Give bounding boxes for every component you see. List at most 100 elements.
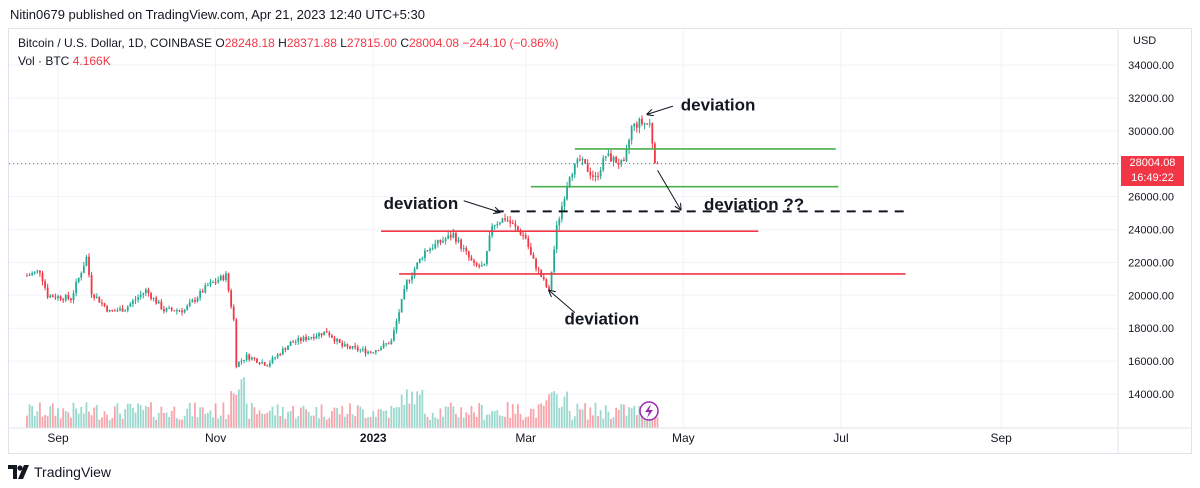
- symbol-info-bar[interactable]: Bitcoin / U.S. Dollar, 1D, COINBASE O282…: [18, 36, 558, 50]
- volume-bar: [527, 416, 530, 428]
- volume-bar: [426, 416, 429, 428]
- candle-body: [147, 289, 150, 294]
- volume-bar: [82, 413, 85, 428]
- candle-body: [227, 273, 230, 291]
- volume-bar: [374, 416, 377, 428]
- volume-bar: [431, 412, 434, 428]
- volume-bar: [548, 394, 550, 428]
- volume-bar: [488, 414, 491, 428]
- candle-body: [281, 348, 284, 355]
- volume-bar: [522, 419, 525, 428]
- volume-bar: [594, 402, 597, 428]
- volume-bar: [341, 406, 344, 428]
- candle-body: [315, 336, 318, 339]
- volume-bar: [364, 417, 367, 428]
- candle-body: [555, 225, 558, 250]
- candle-body: [380, 347, 382, 351]
- volume-bar: [57, 408, 59, 428]
- footer[interactable]: TradingView: [8, 458, 111, 486]
- volume-bar: [196, 417, 199, 428]
- volume-bar: [460, 407, 463, 428]
- volume-bar: [93, 407, 96, 428]
- candle-body: [568, 177, 571, 188]
- volume-bar: [191, 416, 194, 428]
- y-tick-label: 30000.00: [1128, 126, 1174, 138]
- volume-bar: [124, 409, 127, 428]
- volume-bar: [573, 416, 576, 428]
- volume-bar: [206, 412, 209, 428]
- candle-body: [132, 300, 134, 304]
- volume-bar: [44, 414, 46, 428]
- candle-body: [550, 271, 553, 290]
- volume-bar: [418, 394, 421, 428]
- volume-bar: [116, 403, 119, 428]
- candle-body: [39, 270, 41, 273]
- candle-body: [297, 337, 300, 342]
- volume-bar: [106, 414, 108, 428]
- volume-bar: [483, 419, 486, 428]
- volume-bar: [31, 405, 34, 428]
- candle-body: [470, 257, 473, 261]
- candle-body: [235, 319, 238, 367]
- annotation-arrow: [549, 290, 576, 313]
- volume-bar: [362, 409, 364, 428]
- volume-bar: [656, 417, 659, 428]
- candle-body: [656, 163, 659, 165]
- volume-bar: [359, 406, 362, 428]
- volume-bar: [62, 408, 65, 428]
- candle-body: [49, 295, 52, 298]
- volume-bar: [163, 412, 165, 428]
- candle-body: [106, 306, 108, 312]
- candle-body: [67, 295, 70, 299]
- volume-bar: [581, 409, 584, 428]
- volume-bar: [550, 392, 553, 428]
- candle-body: [411, 275, 413, 281]
- candle-body: [261, 362, 264, 364]
- volume-bar: [284, 418, 287, 428]
- volume-bar: [248, 418, 251, 428]
- candle-body: [150, 293, 152, 299]
- volume-bar: [305, 409, 307, 428]
- volume-bar: [90, 415, 93, 428]
- candle-body: [480, 265, 483, 267]
- close-value: 28004.08: [409, 36, 460, 50]
- volume-bar: [635, 415, 638, 428]
- candle-body: [163, 309, 165, 312]
- volume-bar: [155, 419, 158, 428]
- volume-info-bar[interactable]: Vol · BTC 4.166K: [18, 54, 111, 68]
- candle-body: [204, 285, 207, 293]
- candle-body: [312, 337, 315, 339]
- x-tick-label: Jul: [833, 431, 848, 445]
- volume-bar: [356, 405, 359, 428]
- volume-value: 4.166K: [72, 54, 111, 68]
- volume-bar: [602, 418, 605, 428]
- candle-body: [369, 351, 372, 353]
- candle-body: [429, 248, 431, 251]
- volume-bar: [354, 416, 357, 428]
- volume-bar: [338, 414, 341, 428]
- candle-body: [152, 297, 155, 299]
- candle-body: [393, 330, 395, 341]
- volume-bar: [398, 407, 400, 428]
- candle-body: [509, 220, 512, 224]
- volume-bar: [126, 403, 129, 428]
- volume-bar: [517, 404, 519, 428]
- volume-bar: [385, 410, 388, 428]
- candle-body: [186, 305, 189, 310]
- candle-body: [436, 239, 439, 244]
- candle-body: [625, 149, 628, 162]
- volume-bar: [315, 406, 318, 428]
- candle-body: [230, 290, 233, 307]
- open-label: O: [215, 36, 225, 50]
- volume-bar: [51, 403, 54, 428]
- volume-bar: [349, 403, 351, 428]
- volume-bar: [59, 418, 62, 428]
- candle-body: [367, 351, 369, 354]
- volume-bar: [299, 407, 302, 428]
- candle-body: [173, 310, 176, 312]
- candle-body: [333, 337, 336, 342]
- currency-label[interactable]: USD: [1133, 35, 1157, 47]
- volume-bar: [519, 414, 522, 428]
- volume-bar: [566, 391, 568, 428]
